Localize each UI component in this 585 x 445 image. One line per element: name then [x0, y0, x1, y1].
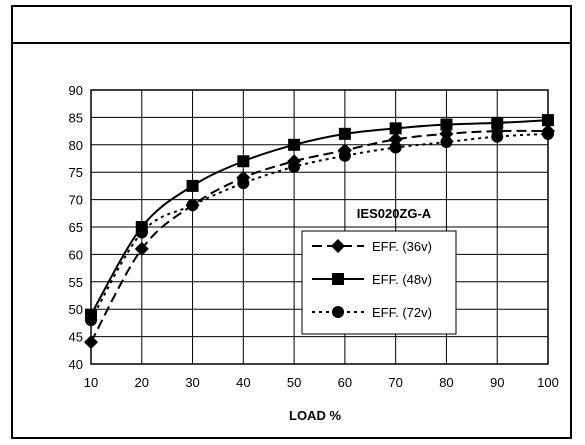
- y-tick-label: 40: [69, 357, 83, 372]
- legend-item: EFF. (72v): [312, 305, 432, 320]
- data-point: [542, 114, 554, 127]
- data-point: [440, 118, 453, 131]
- data-point: [135, 226, 148, 239]
- data-point: [186, 199, 199, 212]
- data-point: [85, 314, 97, 327]
- series-line: [90, 132, 549, 321]
- series-group: [84, 114, 555, 350]
- series-line: [90, 119, 549, 316]
- x-tick-label: 50: [287, 375, 301, 390]
- x-tick-label: 90: [490, 375, 504, 390]
- data-point: [237, 155, 250, 168]
- y-tick-label: 45: [69, 330, 83, 345]
- legend-item: EFF. (36v): [312, 239, 432, 254]
- y-tick-label: 50: [69, 302, 83, 317]
- data-point: [338, 149, 351, 162]
- data-point: [84, 335, 98, 350]
- legend-box: [301, 230, 457, 335]
- y-tick-label: 80: [69, 138, 83, 153]
- data-point: [491, 116, 504, 129]
- legend-marker: [331, 239, 345, 253]
- data-point: [237, 177, 250, 190]
- data-point: [288, 138, 301, 151]
- y-tick-label: 65: [69, 220, 83, 235]
- y-tick-labels: 40 45 50 55 60 65 70 75 80 85 90: [69, 83, 83, 372]
- x-axis-label: LOAD %: [289, 408, 341, 423]
- y-tick-label: 70: [69, 193, 83, 208]
- x-tick-label: 30: [185, 375, 199, 390]
- legend: EFF. (36v) EFF. (48v) EFF. (72v): [301, 230, 457, 335]
- legend-label: EFF. (48v): [372, 272, 432, 287]
- series-line: [90, 129, 549, 343]
- series-3: [85, 127, 554, 327]
- chart-frame: [11, 5, 572, 439]
- data-point: [440, 136, 453, 149]
- data-point: [134, 241, 149, 256]
- data-point: [288, 160, 301, 173]
- y-tick-label: 75: [69, 165, 83, 180]
- x-tick-label: 20: [135, 375, 149, 390]
- legend-item: EFF. (48v): [312, 272, 432, 287]
- legend-marker: [332, 273, 344, 285]
- y-tick-label: 60: [69, 247, 83, 262]
- legend-marker: [332, 306, 344, 318]
- x-tick-labels: 10 20 30 40 50 60 70 80 90 100: [84, 375, 559, 390]
- x-tick-label: 40: [236, 375, 250, 390]
- data-point: [542, 127, 554, 140]
- data-point: [338, 127, 351, 140]
- y-tick-label: 85: [69, 110, 83, 125]
- data-point: [389, 141, 402, 154]
- x-tick-label: 100: [537, 375, 559, 390]
- x-tick-label: 70: [388, 375, 402, 390]
- header-divider: [11, 42, 572, 44]
- y-tick-label: 55: [69, 275, 83, 290]
- y-tick-label: 90: [69, 83, 83, 98]
- data-point: [186, 179, 199, 192]
- legend-label: EFF. (72v): [372, 305, 432, 320]
- x-tick-label: 60: [338, 375, 352, 390]
- x-tick-label: 10: [84, 375, 98, 390]
- chart-annotation: IES020ZG-A: [357, 206, 432, 221]
- data-point: [491, 130, 504, 143]
- plot-area-border: [90, 89, 549, 365]
- x-tick-label: 80: [439, 375, 453, 390]
- data-point: [389, 122, 402, 135]
- legend-label: EFF. (36v): [372, 239, 432, 254]
